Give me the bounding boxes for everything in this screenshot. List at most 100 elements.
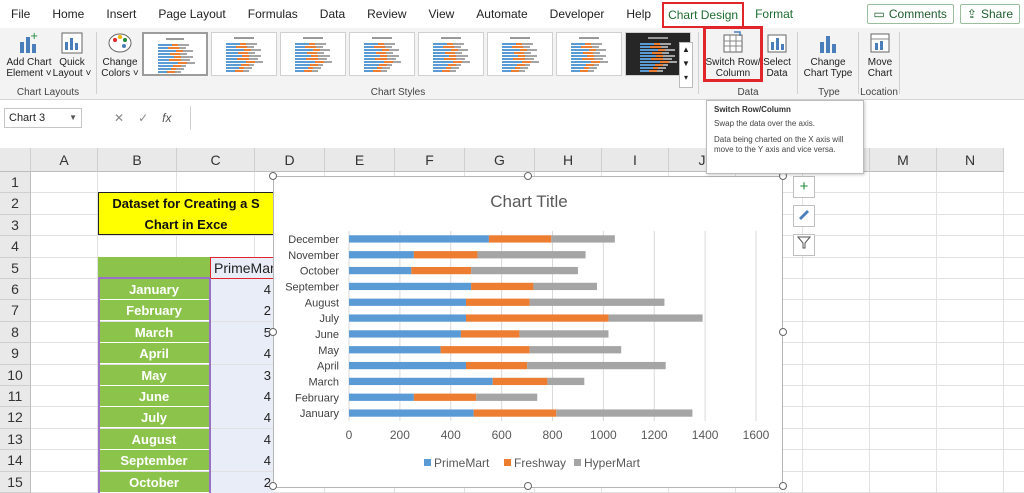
month-cell[interactable]: October xyxy=(98,471,210,493)
value-cell[interactable]: 4 xyxy=(210,428,274,450)
change-colors-button[interactable]: Change Colors ˅ xyxy=(100,28,140,79)
value-cell[interactable]: 2 xyxy=(210,471,274,493)
name-box[interactable]: Chart 3 ▼ xyxy=(4,108,82,128)
row-header-8[interactable]: 8 xyxy=(0,321,31,344)
column-header-A[interactable]: A xyxy=(31,148,98,172)
month-cell[interactable]: January xyxy=(98,279,210,300)
column-header-D[interactable]: D xyxy=(255,148,325,172)
resize-handle-r[interactable] xyxy=(779,328,787,336)
month-cell[interactable]: May xyxy=(98,364,210,386)
value-cell[interactable]: 3 xyxy=(210,364,274,386)
row-header-11[interactable]: 11 xyxy=(0,386,31,408)
resize-handle-tl[interactable] xyxy=(269,172,277,180)
resize-handle-br[interactable] xyxy=(779,482,787,490)
tab-home[interactable]: Home xyxy=(52,7,85,21)
column-header-B[interactable]: B xyxy=(98,148,177,172)
value-cell[interactable]: 4 xyxy=(210,343,274,365)
row-header-10[interactable]: 10 xyxy=(0,364,31,386)
chart-style-6[interactable] xyxy=(487,32,553,76)
enter-icon[interactable]: ✓ xyxy=(138,111,149,125)
comments-button[interactable]: ▭ Comments xyxy=(866,4,954,24)
cell-b5[interactable] xyxy=(98,257,210,279)
tab-data[interactable]: Data xyxy=(319,7,346,21)
value-cell[interactable]: 4 xyxy=(210,279,274,300)
chart-style-7[interactable] xyxy=(556,32,622,76)
resize-handle-bl[interactable] xyxy=(269,482,277,490)
mini-bar xyxy=(295,61,315,63)
month-cell[interactable]: June xyxy=(98,386,210,407)
value-cell[interactable]: 4 xyxy=(210,386,274,407)
resize-handle-l[interactable] xyxy=(269,328,277,336)
tab-review[interactable]: Review xyxy=(367,7,407,21)
chart-elements-button[interactable]: + xyxy=(793,176,815,198)
chart-filters-button[interactable] xyxy=(793,234,815,256)
row-header-7[interactable]: 7 xyxy=(0,300,31,322)
column-header-I[interactable]: I xyxy=(602,148,669,172)
value-cell[interactable]: 5 xyxy=(210,321,274,343)
value-cell[interactable]: 4 xyxy=(210,450,274,472)
row-header-15[interactable]: 15 xyxy=(0,471,31,493)
switch-row-column-button[interactable]: Switch Row/ Column xyxy=(704,28,762,79)
resize-handle-b[interactable] xyxy=(524,482,532,490)
tab-help[interactable]: Help xyxy=(626,7,652,21)
chart-style-3[interactable] xyxy=(280,32,346,76)
row-header-13[interactable]: 13 xyxy=(0,428,31,451)
value-cell[interactable]: 4 xyxy=(210,407,274,429)
month-cell[interactable]: February xyxy=(98,300,210,322)
select-data-button[interactable]: Select Data xyxy=(762,28,792,79)
row-header-14[interactable]: 14 xyxy=(0,450,31,472)
tab-file[interactable]: File xyxy=(11,7,31,21)
tab-page-layout[interactable]: Page Layout xyxy=(158,7,226,21)
dataset-title-cell[interactable]: Dataset for Creating a S Chart in Exce xyxy=(98,192,274,235)
chart-style-5[interactable] xyxy=(418,32,484,76)
column-header-N[interactable]: N xyxy=(937,148,1004,172)
column-header-G[interactable]: G xyxy=(465,148,535,172)
select-all-corner[interactable] xyxy=(0,148,31,172)
month-cell[interactable]: July xyxy=(98,407,210,429)
row-header-9[interactable]: 9 xyxy=(0,343,31,365)
month-cell[interactable]: September xyxy=(98,450,210,472)
column-header-M[interactable]: M xyxy=(870,148,937,172)
value-cell[interactable]: 2 xyxy=(210,300,274,322)
share-button[interactable]: ⇪ Share xyxy=(959,4,1020,24)
chart-style-4[interactable] xyxy=(349,32,415,76)
month-cell[interactable]: March xyxy=(98,321,210,343)
fx-icon[interactable]: fx xyxy=(162,111,172,125)
column-header-H[interactable]: H xyxy=(535,148,602,172)
cell-c5[interactable]: PrimeMar xyxy=(210,257,274,279)
tab-insert[interactable]: Insert xyxy=(106,7,137,21)
column-header-F[interactable]: F xyxy=(395,148,465,172)
change-chart-type-button[interactable]: Change Chart Type xyxy=(802,28,854,79)
cancel-icon[interactable]: ✕ xyxy=(114,111,125,125)
add-chart-element-button[interactable]: + Add Chart Element ˅ xyxy=(4,28,54,79)
formula-input[interactable] xyxy=(190,106,1024,130)
chart-styles-button[interactable] xyxy=(793,205,815,227)
tab-automate[interactable]: Automate xyxy=(476,7,528,21)
mini-bar xyxy=(158,53,170,55)
chart-style-2[interactable] xyxy=(211,32,277,76)
tab-format[interactable]: Format xyxy=(755,7,794,21)
month-cell[interactable]: August xyxy=(98,428,210,450)
month-cell[interactable]: April xyxy=(98,343,210,365)
stacked-bar-chart[interactable]: Chart Title 0 200 400 600 800 1000 1200 1400 1600… xyxy=(273,176,783,488)
tab-formulas[interactable]: Formulas xyxy=(247,7,298,21)
column-header-E[interactable]: E xyxy=(325,148,395,172)
row-header-5[interactable]: 5 xyxy=(0,257,31,279)
row-header-4[interactable]: 4 xyxy=(0,236,31,258)
row-header-6[interactable]: 6 xyxy=(0,279,31,301)
tab-chart-design[interactable]: Chart Design xyxy=(662,1,745,28)
row-header-2[interactable]: 2 xyxy=(0,193,31,215)
bar-freshway-may xyxy=(440,346,530,354)
resize-handle-t[interactable] xyxy=(524,172,532,180)
tab-view[interactable]: View xyxy=(428,7,455,21)
move-chart-button[interactable]: Move Chart xyxy=(862,28,898,79)
row-header-12[interactable]: 12 xyxy=(0,407,31,429)
row-header-3[interactable]: 3 xyxy=(0,214,31,237)
row-header-1[interactable]: 1 xyxy=(0,172,31,194)
chart-style-1[interactable] xyxy=(142,32,208,76)
quick-layout-button[interactable]: Quick Layout ˅ xyxy=(52,28,92,79)
mini-bar xyxy=(522,43,533,45)
column-header-C[interactable]: C xyxy=(177,148,255,172)
styles-scroll[interactable]: ▲ ▼ ▾ xyxy=(679,42,693,88)
tab-developer[interactable]: Developer xyxy=(549,7,605,21)
